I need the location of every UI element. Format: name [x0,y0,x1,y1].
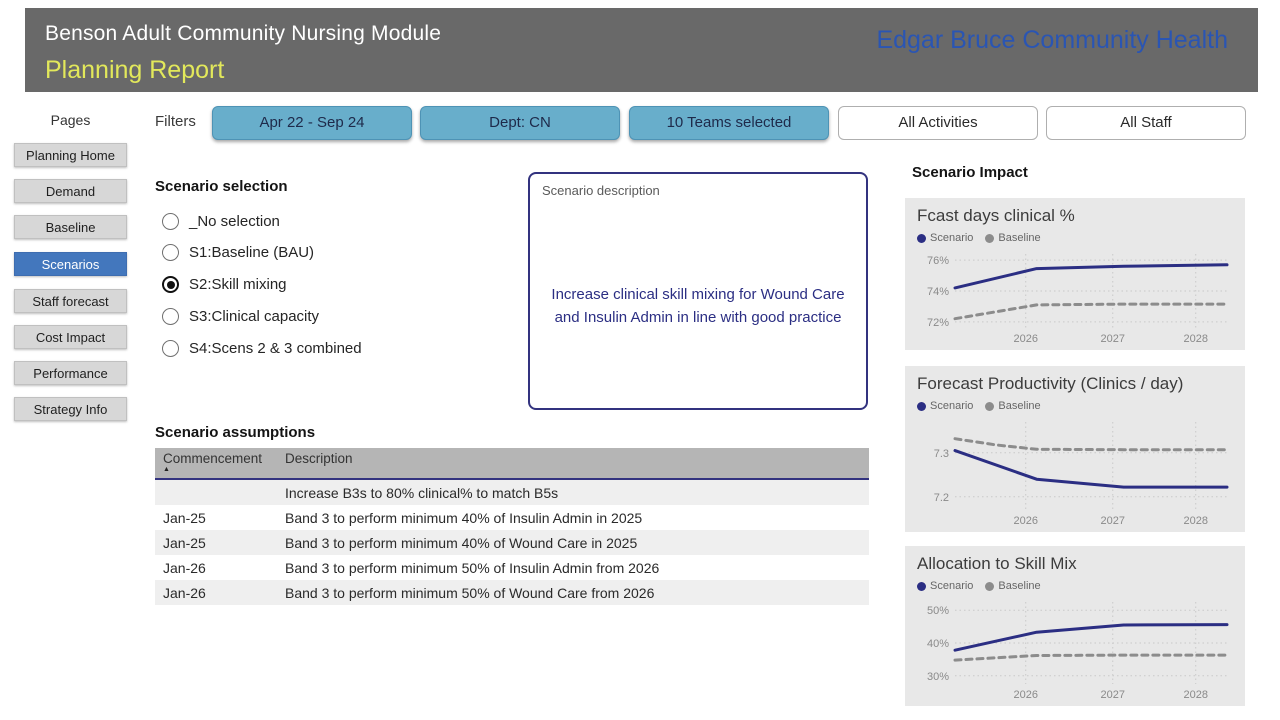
line-chart-svg: 76% 74% 72% 2026 2027 2028 [927,254,1229,345]
svg-text:2026: 2026 [1013,689,1037,701]
scenario-description-box: Scenario description Increase clinical s… [528,172,868,410]
scenario-assumptions-title: Scenario assumptions [155,424,316,441]
table-row: Jan-25 Band 3 to perform minimum 40% of … [163,509,643,526]
chart-legend: Scenario Baseline [917,400,1233,412]
filter-teams[interactable]: 10 Teams selected [629,106,829,140]
svg-text:2028: 2028 [1183,515,1207,527]
chart-title: Fcast days clinical % [917,206,1075,225]
column-header-description[interactable]: Description [285,451,353,466]
report-subtitle: Planning Report [45,56,225,84]
sidebar-item-planning-home[interactable]: Planning Home [14,143,127,167]
svg-text:2026: 2026 [1013,333,1037,345]
table-row: Jan-26 Band 3 to perform minimum 50% of … [163,559,660,576]
org-name: Edgar Bruce Community Health [876,26,1228,54]
chart-fcast-days-clinical: Fcast days clinical % Scenario Baseline … [905,198,1245,350]
svg-text:30%: 30% [927,671,949,683]
svg-text:2027: 2027 [1101,333,1125,345]
scenario-selection-title: Scenario selection [155,178,288,195]
svg-text:7.2: 7.2 [934,492,949,504]
table-row: Jan-25 Band 3 to perform minimum 40% of … [155,530,869,555]
pages-heading: Pages [50,112,91,128]
radio-icon[interactable] [162,244,179,261]
table-row: Jan-26 Band 3 to perform minimum 50% of … [155,580,869,605]
sort-ascending-icon: ▲ [163,466,170,473]
scenario-description-text: Increase clinical skill mixing for Wound… [551,285,845,326]
line-chart-svg: 7.3 7.2 2026 2027 2028 [934,422,1229,527]
svg-text:50%: 50% [927,605,949,617]
svg-text:7.3: 7.3 [934,448,949,460]
line-chart-svg: 50% 40% 30% 2026 2027 2028 [927,602,1229,701]
chart-legend: Scenario Baseline [917,580,1233,592]
svg-text:76%: 76% [927,255,949,267]
radio-icon[interactable] [162,308,179,325]
svg-text:72%: 72% [927,317,949,329]
scenario-impact-title: Scenario Impact [912,164,1028,181]
filter-department[interactable]: Dept: CN [420,106,620,140]
svg-text:2028: 2028 [1183,689,1207,701]
chart-legend: Scenario Baseline [917,232,1233,244]
table-row: Increase B3s to 80% clinical% to match B… [155,480,869,505]
chart-forecast-productivity: Forecast Productivity (Clinics / day) Sc… [905,366,1245,532]
scenario-legend-dot-icon [917,401,926,411]
svg-text:2026: 2026 [1013,515,1037,527]
chart-allocation-skill-mix: Allocation to Skill Mix Scenario Baselin… [905,546,1245,706]
scenario-legend-dot-icon [917,233,926,243]
radio-option-s3-clinical-capacity[interactable]: S3:Clinical capacity [162,301,422,332]
svg-text:2027: 2027 [1101,515,1125,527]
radio-option-s1-baseline[interactable]: S1:Baseline (BAU) [162,237,422,268]
radio-icon[interactable] [162,213,179,230]
svg-text:74%: 74% [927,286,949,298]
svg-text:2027: 2027 [1101,689,1125,701]
scenario-description-label: Scenario description [542,183,660,198]
radio-option-no-selection[interactable]: _No selection [162,206,422,237]
radio-icon[interactable] [162,340,179,357]
baseline-legend-dot-icon [985,401,995,411]
sidebar-item-baseline[interactable]: Baseline [14,215,127,239]
column-header-commencement[interactable]: Commencement ▲ [155,448,277,478]
filters-label: Filters [155,113,196,130]
filter-staff[interactable]: All Staff [1046,106,1246,140]
baseline-legend-dot-icon [985,581,995,591]
filter-date-range[interactable]: Apr 22 - Sep 24 [212,106,412,140]
sidebar-item-staff-forecast[interactable]: Staff forecast [14,289,127,313]
filter-activities[interactable]: All Activities [838,106,1038,140]
sidebar-item-strategy-info[interactable]: Strategy Info [14,397,127,421]
report-title: Benson Adult Community Nursing Module [45,22,442,45]
chart-title: Allocation to Skill Mix [917,554,1077,573]
radio-option-s4-combined[interactable]: S4:Scens 2 & 3 combined [162,333,422,364]
sidebar-item-demand[interactable]: Demand [14,179,127,203]
radio-icon-selected[interactable] [162,276,179,293]
sidebar-item-cost-impact[interactable]: Cost Impact [14,325,127,349]
baseline-legend-dot-icon [985,233,995,243]
chart-title: Forecast Productivity (Clinics / day) [917,374,1184,393]
radio-option-s2-skill-mixing[interactable]: S2:Skill mixing [162,269,422,300]
sidebar-item-performance[interactable]: Performance [14,361,127,385]
assumptions-table: Commencement ▲ Description Increase B3s … [155,448,869,605]
assumptions-table-header: Commencement ▲ Description [155,448,869,480]
svg-text:40%: 40% [927,638,949,650]
sidebar-item-scenarios[interactable]: Scenarios [14,252,127,276]
scenario-legend-dot-icon [917,581,926,591]
svg-text:2028: 2028 [1183,333,1207,345]
report-header: Benson Adult Community Nursing Module Pl… [25,8,1258,92]
